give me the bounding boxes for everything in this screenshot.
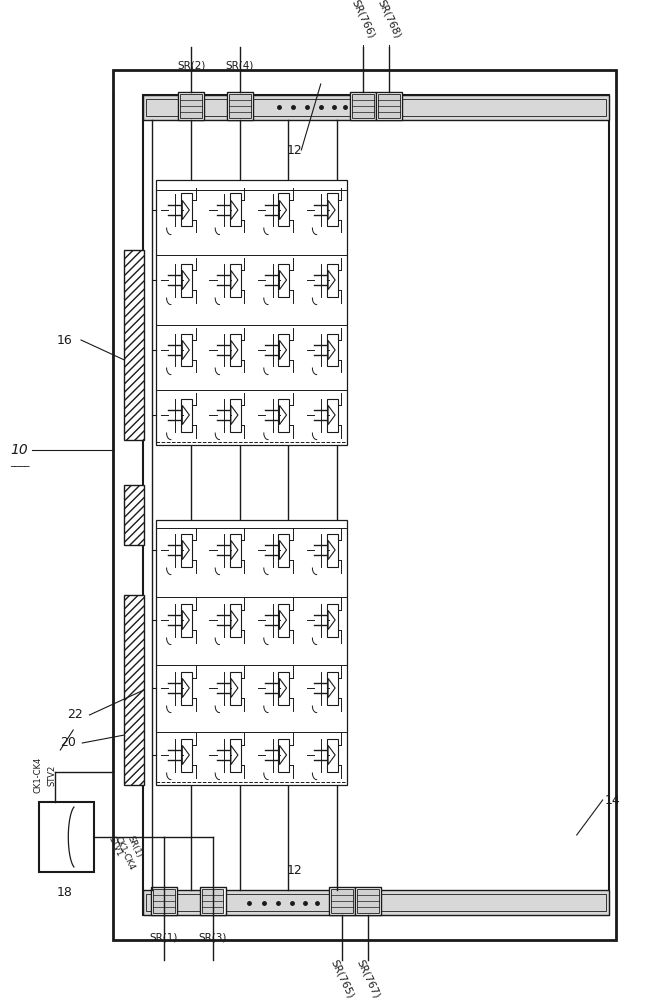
Bar	[230, 334, 240, 366]
Text: 12: 12	[287, 863, 303, 876]
Bar	[113, 70, 616, 940]
Text: 12: 12	[287, 143, 303, 156]
Bar	[327, 399, 338, 432]
Bar	[124, 485, 144, 545]
Bar	[143, 890, 609, 915]
Bar	[327, 534, 338, 566]
Bar	[329, 887, 355, 915]
Text: 10: 10	[10, 443, 29, 457]
Bar	[279, 672, 289, 704]
Bar	[230, 603, 240, 637]
Bar	[230, 534, 240, 566]
Bar	[230, 738, 240, 772]
Bar	[352, 94, 374, 118]
Bar	[279, 334, 289, 366]
Bar	[181, 334, 192, 366]
Bar	[156, 180, 347, 445]
Text: SR(1): SR(1)	[126, 835, 144, 860]
Bar	[279, 264, 289, 296]
Bar	[376, 92, 402, 120]
Bar	[327, 672, 338, 704]
Text: SR(768): SR(768)	[375, 0, 402, 40]
Text: SR(767): SR(767)	[354, 958, 382, 1000]
Bar	[181, 738, 192, 772]
Bar	[153, 889, 175, 913]
Text: 16: 16	[57, 334, 73, 347]
Bar	[143, 95, 609, 120]
Bar	[331, 889, 353, 913]
Bar	[181, 672, 192, 704]
Bar	[279, 194, 289, 226]
Bar	[279, 738, 289, 772]
Bar	[181, 264, 192, 296]
Text: 22: 22	[67, 708, 82, 722]
Text: SR(765): SR(765)	[329, 958, 356, 1000]
Bar	[181, 534, 192, 566]
Bar	[230, 194, 240, 226]
Bar	[156, 520, 347, 785]
Bar	[230, 399, 240, 432]
Text: SR(1): SR(1)	[150, 932, 178, 942]
Bar	[146, 894, 606, 911]
Text: STV2: STV2	[47, 764, 56, 786]
Bar	[124, 250, 144, 440]
Bar	[378, 94, 400, 118]
Text: SR(2): SR(2)	[177, 60, 205, 70]
Text: SR(4): SR(4)	[226, 60, 254, 70]
Text: STV1: STV1	[107, 835, 124, 858]
Bar	[181, 399, 192, 432]
Bar	[327, 264, 338, 296]
Bar	[178, 92, 204, 120]
Bar	[230, 264, 240, 296]
Bar	[151, 887, 177, 915]
Bar	[279, 534, 289, 566]
Text: CK1-CK4: CK1-CK4	[33, 757, 42, 793]
Bar	[230, 672, 240, 704]
Bar	[357, 889, 379, 913]
Bar	[327, 603, 338, 637]
Bar	[327, 738, 338, 772]
Bar	[39, 802, 94, 872]
Bar	[181, 194, 192, 226]
Bar	[350, 92, 376, 120]
Bar	[143, 95, 609, 915]
Bar	[200, 887, 226, 915]
Text: SR(3): SR(3)	[198, 932, 227, 942]
Text: ____: ____	[10, 457, 29, 467]
Bar	[229, 94, 251, 118]
Bar	[180, 94, 202, 118]
Bar	[355, 887, 381, 915]
Text: 18: 18	[57, 886, 73, 898]
Text: 14: 14	[605, 794, 620, 806]
Bar	[279, 603, 289, 637]
Bar	[124, 595, 144, 785]
Text: SR(766): SR(766)	[349, 0, 376, 40]
Bar	[327, 194, 338, 226]
Bar	[327, 334, 338, 366]
Bar	[279, 399, 289, 432]
Bar	[181, 603, 192, 637]
Bar	[202, 889, 224, 913]
Bar	[146, 99, 606, 116]
Bar	[227, 92, 253, 120]
Text: 20: 20	[60, 736, 76, 750]
Text: CK1-CK4: CK1-CK4	[113, 835, 136, 872]
